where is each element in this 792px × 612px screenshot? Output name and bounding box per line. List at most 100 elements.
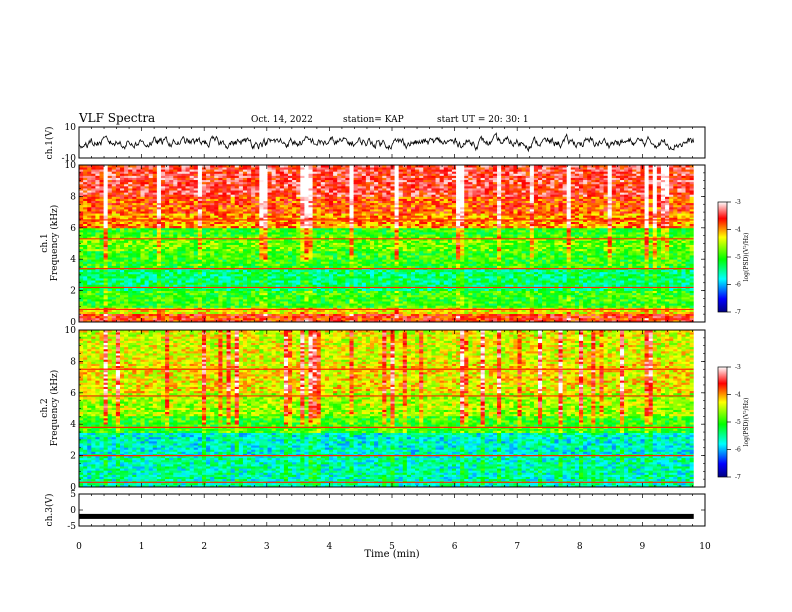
- spectrogram-cell: [644, 296, 650, 300]
- spectrogram-cell: [230, 301, 236, 304]
- spectrogram-cell: [595, 298, 600, 302]
- spectrogram-cell: [144, 309, 150, 312]
- spectrogram-cell: [218, 311, 223, 315]
- spectrogram-cell: [193, 305, 199, 308]
- spectrogram-cell: [665, 307, 670, 310]
- spectrogram-cell: [173, 298, 178, 302]
- spectrogram-cell: [177, 294, 182, 298]
- spectrogram-cell: [230, 305, 236, 308]
- spectrogram-cell: [333, 301, 338, 304]
- spectrogram-cell: [296, 313, 301, 317]
- spectrogram-cell: [304, 305, 309, 308]
- spectrogram-cell: [480, 313, 486, 317]
- spectrogram-cell: [128, 317, 133, 321]
- spectrogram-cell: [292, 305, 297, 308]
- spectrogram-cell: [382, 298, 387, 302]
- spectrogram-cell: [554, 311, 559, 315]
- spectrogram-cell: [185, 319, 191, 323]
- spectrogram-cell: [488, 301, 494, 304]
- spectrogram-cell: [353, 294, 359, 298]
- spectrogram-cell: [484, 305, 490, 308]
- spectrogram-cell: [542, 307, 547, 310]
- spectrogram-cell: [570, 313, 576, 317]
- spectrogram-cell: [119, 315, 125, 319]
- spectrogram-cell: [447, 294, 453, 298]
- spectrogram-cell: [296, 319, 301, 323]
- spectrogram-cell: [431, 296, 436, 300]
- spectrogram-cell: [341, 313, 346, 317]
- spectrogram-cell: [480, 294, 486, 298]
- spectrogram-cell: [640, 296, 645, 300]
- spectrogram-cell: [419, 311, 424, 315]
- spectrogram-cell: [275, 319, 281, 323]
- spectrogram-cell: [234, 319, 240, 323]
- spectrogram-cell: [300, 317, 305, 321]
- spectrogram-cell: [193, 313, 199, 317]
- spectrogram-cell: [460, 311, 465, 315]
- spectrogram-cell: [234, 317, 240, 321]
- spectrogram-cell: [296, 298, 301, 302]
- spectrogram-cell: [648, 319, 654, 323]
- spectrogram-cell: [91, 317, 96, 321]
- spectrogram-cell: [132, 301, 137, 304]
- spectrogram-cell: [566, 298, 572, 302]
- spectrogram-cell: [505, 319, 510, 323]
- spectrogram-cell: [103, 292, 109, 296]
- spectrogram-cell: [517, 315, 523, 319]
- spectrogram-cell: [439, 298, 445, 302]
- spectrogram-cell: [353, 315, 359, 319]
- spectrogram-cell: [369, 294, 375, 298]
- spectrogram-cell: [669, 311, 674, 315]
- spectrogram-cell: [185, 311, 191, 315]
- spectrogram-cell: [521, 315, 527, 319]
- spectrogram-cell: [480, 301, 486, 304]
- spectrogram-cell: [328, 296, 334, 300]
- spectrogram-cell: [214, 296, 219, 300]
- spectrogram-cell: [558, 315, 563, 319]
- spectrogram-cell: [337, 309, 342, 312]
- spectrogram-cell: [341, 315, 346, 319]
- spectrogram-cell: [283, 317, 289, 321]
- spectrogram-cell: [406, 319, 412, 323]
- spectrogram-cell: [386, 305, 391, 308]
- spectrogram-cell: [451, 305, 457, 308]
- spectrogram-cell: [279, 294, 285, 298]
- spectrogram-cell: [447, 317, 453, 321]
- spectrogram-cell: [128, 313, 133, 317]
- spectrogram-cell: [259, 319, 264, 323]
- spectrogram-cell: [165, 298, 170, 302]
- ch1-spectrogram: [79, 165, 705, 323]
- start-time-label: start UT = 20: 30: 1: [437, 115, 529, 125]
- spectrogram-cell: [513, 296, 518, 300]
- spectrogram-cell: [538, 311, 543, 315]
- spectrogram-cell: [107, 305, 113, 308]
- spectrogram-cell: [275, 303, 281, 306]
- spectrogram-cell: [263, 292, 268, 296]
- spectrogram-cell: [669, 296, 674, 300]
- spectrogram-cell: [439, 296, 445, 300]
- spectrogram-cell: [456, 311, 461, 315]
- spectrogram-cell: [480, 298, 486, 302]
- spectrogram-cell: [677, 319, 682, 323]
- spectrogram-cell: [103, 307, 109, 310]
- spectrogram-cell: [152, 311, 158, 315]
- spectrogram-cell: [632, 303, 637, 306]
- spectrogram-cell: [513, 303, 518, 306]
- spectrogram-cell: [242, 313, 248, 317]
- spectrogram-cell: [140, 305, 145, 308]
- spectrogram-cell: [308, 319, 313, 323]
- spectrogram-cell: [681, 303, 686, 306]
- spectrogram-cell: [443, 319, 449, 323]
- spectrogram-cell: [316, 311, 322, 315]
- spectrogram-cell: [505, 315, 510, 319]
- spectrogram-cell: [472, 296, 477, 300]
- spectrogram-cell: [357, 309, 363, 312]
- spectrogram-cell: [435, 317, 441, 321]
- spectrogram-cell: [369, 301, 375, 304]
- spectrogram-cell: [460, 303, 465, 306]
- spectrogram-cell: [341, 301, 346, 304]
- spectrogram-cell: [238, 292, 244, 296]
- spectrogram-cell: [566, 309, 572, 312]
- spectrogram-cell: [124, 296, 129, 300]
- spectrogram-cell: [492, 319, 498, 323]
